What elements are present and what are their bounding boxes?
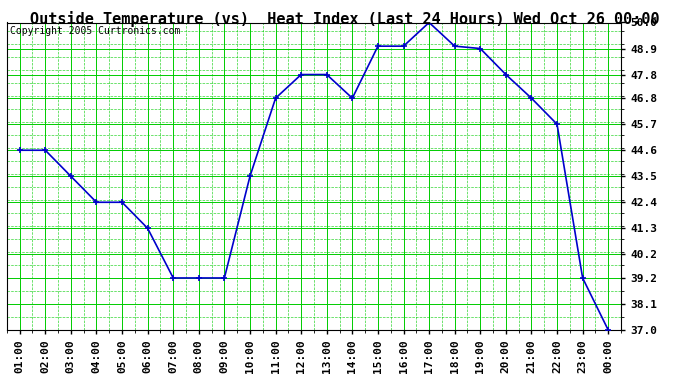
Text: Outside Temperature (vs)  Heat Index (Last 24 Hours) Wed Oct 26 00:00: Outside Temperature (vs) Heat Index (Las…: [30, 11, 660, 27]
Text: Copyright 2005 Curtronics.com: Copyright 2005 Curtronics.com: [10, 26, 180, 36]
